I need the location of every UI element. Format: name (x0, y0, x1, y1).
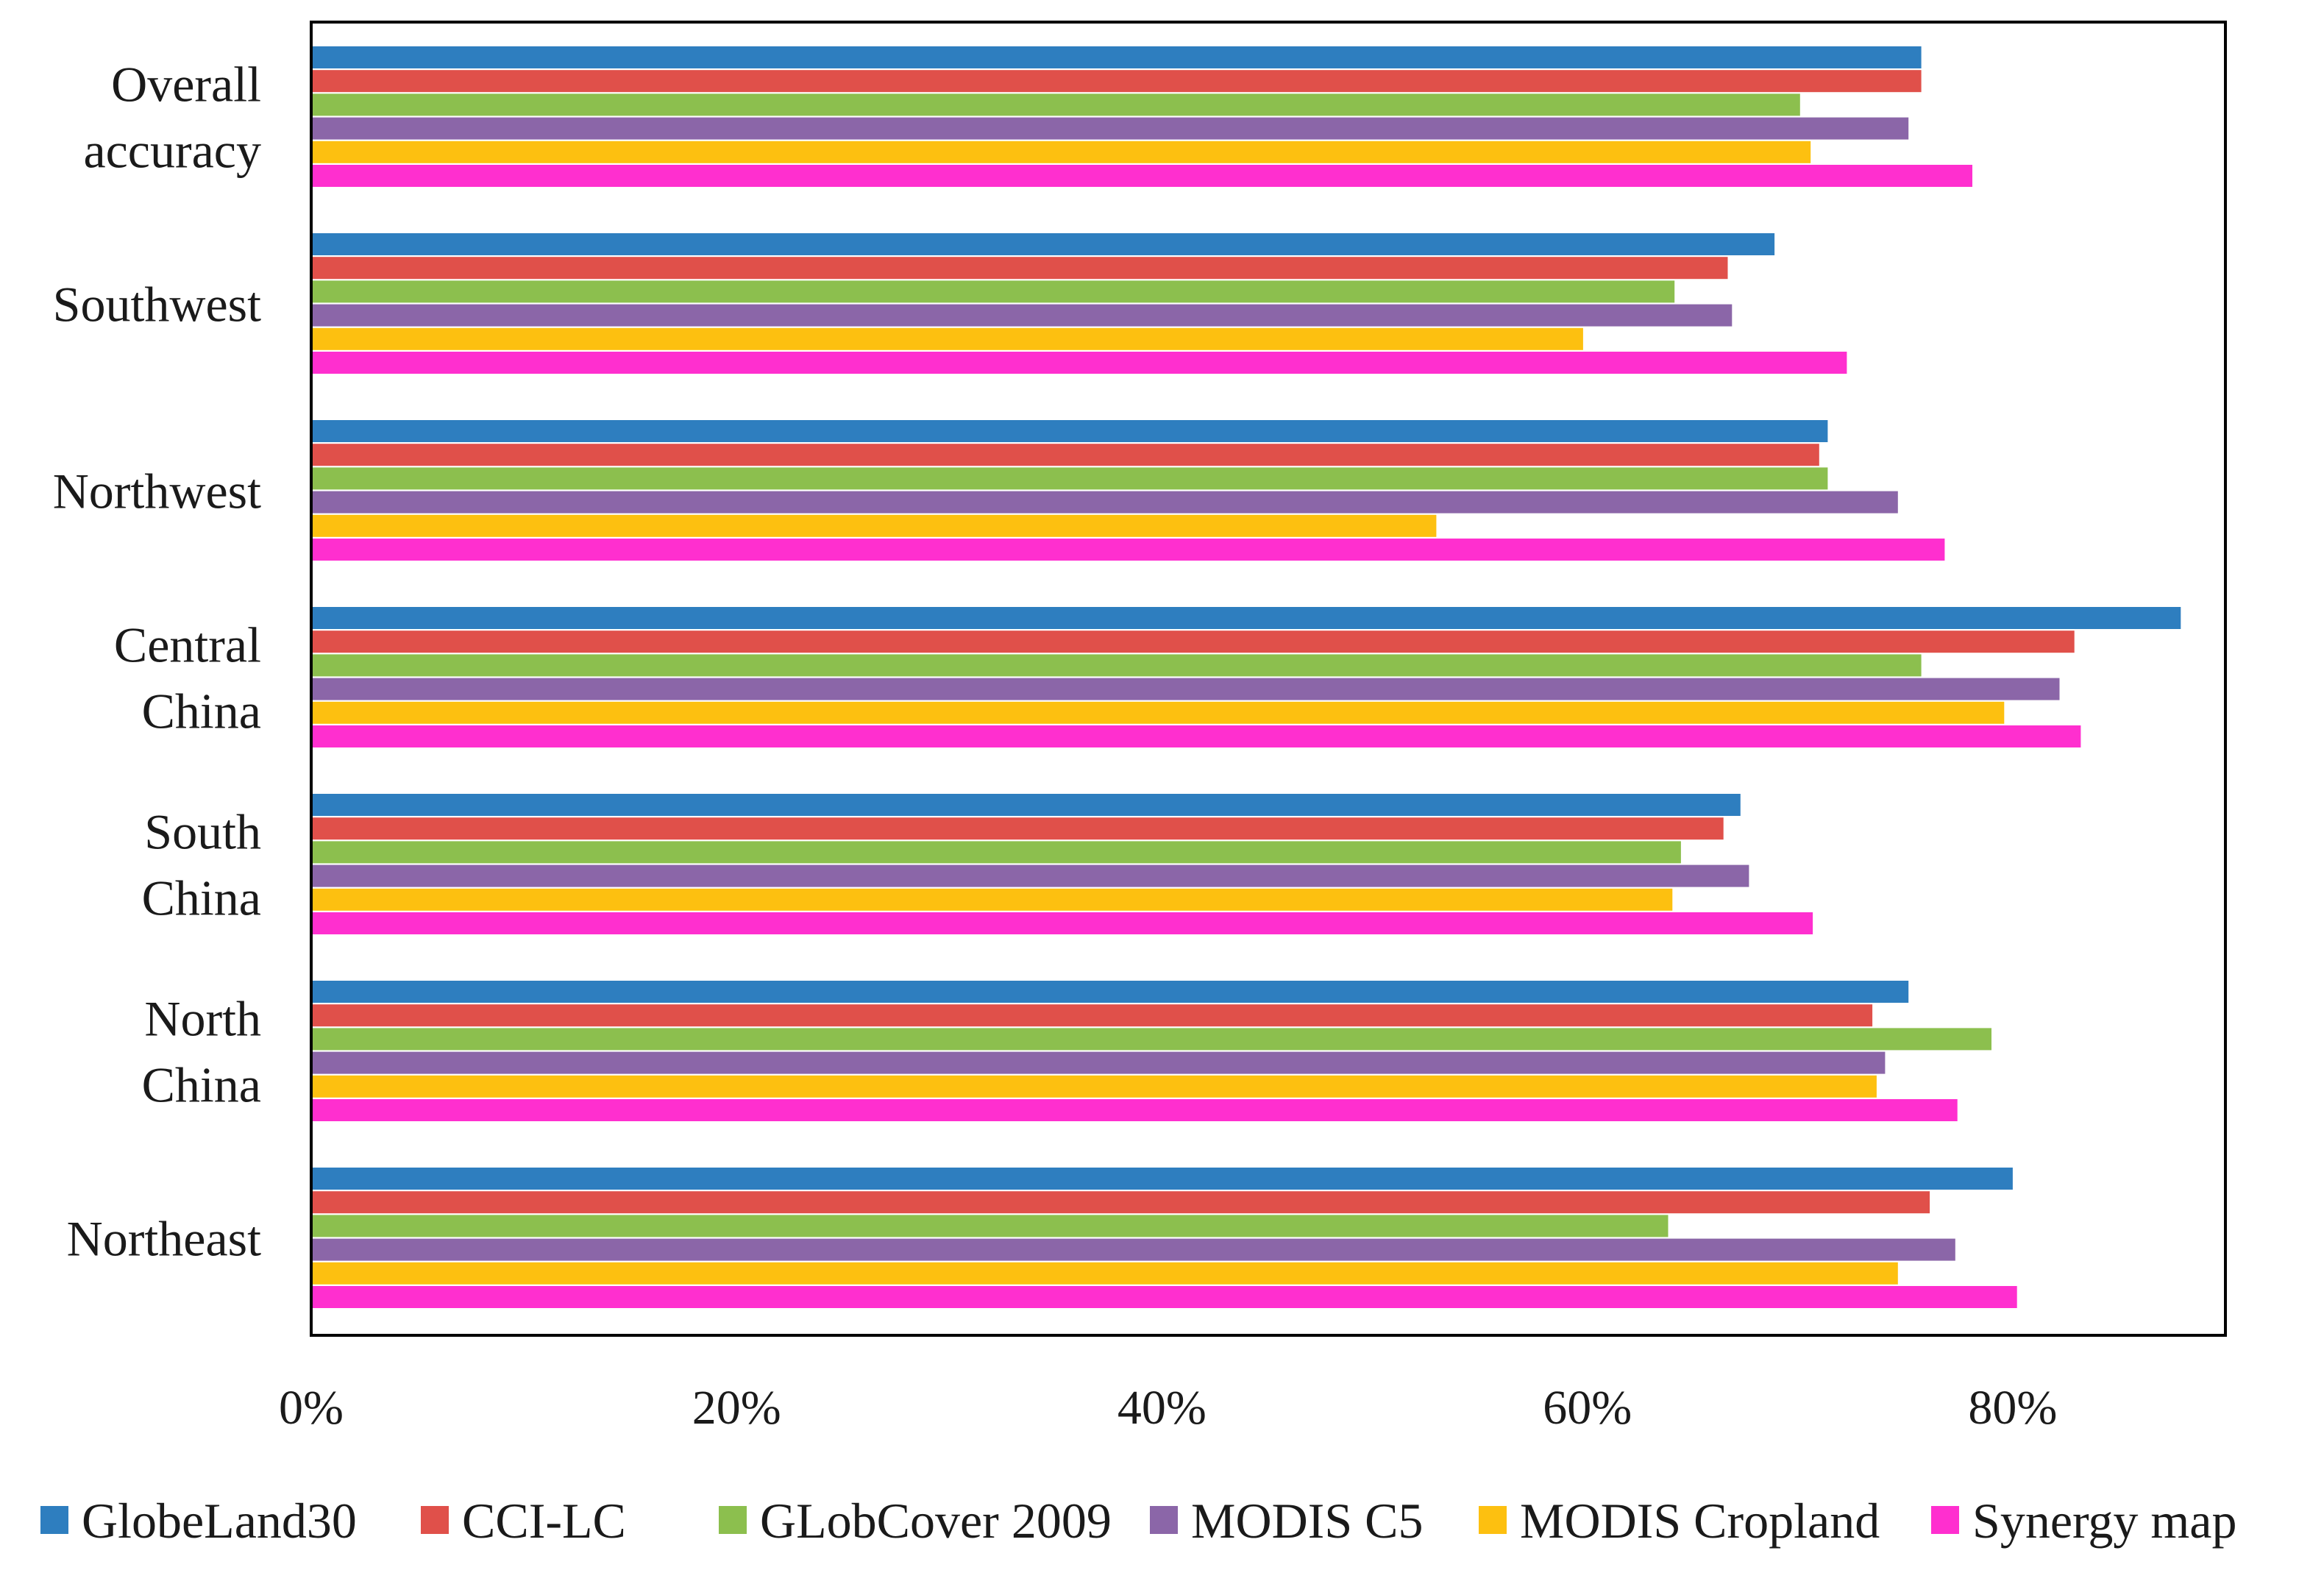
legend-label-cci-lc: CCI-LC (462, 1493, 626, 1549)
x-tick-label-20pct: 20% (692, 1381, 781, 1435)
bar-modis-cropland-southwest (311, 327, 1583, 350)
category-label-overall-accuracy-line-2: accuracy (83, 123, 261, 179)
x-tick-label-60pct: 60% (1543, 1381, 1632, 1435)
bar-synergy-map-northwest (311, 539, 1945, 561)
legend-label-globeland30: GlobeLand30 (82, 1493, 357, 1549)
bar-globcover-2009-northeast (311, 1215, 1669, 1237)
legend-label-modis-cropland: MODIS Cropland (1520, 1493, 1880, 1549)
bar-modis-cropland-south-china (311, 888, 1673, 911)
category-label-overall-accuracy-line-1: Overall (111, 57, 261, 113)
bar-globeland30-northwest (311, 420, 1828, 442)
category-label-northeast: Northeast (67, 1211, 261, 1267)
bar-synergy-map-overall-accuracy (311, 165, 1972, 187)
bar-modis-c5-southwest (311, 304, 1733, 327)
category-labels: Overall accuracy Southwest Northwest Central… (53, 57, 261, 1267)
bar-globcover-2009-north-china (311, 1028, 1991, 1051)
x-tick-label-40pct: 40% (1117, 1381, 1207, 1435)
bar-synergy-map-southwest (311, 352, 1847, 374)
bar-globcover-2009-southwest (311, 280, 1675, 303)
bar-synergy-map-northeast (311, 1286, 2017, 1308)
bar-cci-lc-north-china (311, 1004, 1873, 1027)
bar-cci-lc-northeast (311, 1191, 1930, 1214)
bar-cci-lc-southwest (311, 257, 1728, 280)
legend-swatch-globeland30 (40, 1506, 68, 1534)
bar-modis-cropland-central-china (311, 701, 2005, 724)
bar-cci-lc-central-china (311, 631, 2075, 653)
bar-modis-cropland-overall-accuracy (311, 141, 1811, 163)
bar-modis-c5-overall-accuracy (311, 117, 1909, 140)
category-label-north-china-line-1: North (144, 991, 261, 1047)
category-label-northwest: Northwest (53, 463, 261, 519)
bar-modis-cropland-northwest (311, 514, 1437, 537)
legend-swatch-cci-lc (421, 1506, 449, 1534)
legend-label-modis-c5: MODIS C5 (1191, 1493, 1424, 1549)
category-label-north-china-line-2: China (142, 1057, 261, 1113)
x-axis-ticks: 0% 20% 40% 60% 80% (279, 1381, 2057, 1435)
bar-synergy-map-north-china (311, 1099, 1958, 1121)
category-label-central-china-line-1: Central (114, 617, 261, 673)
bar-modis-c5-northeast (311, 1238, 1955, 1261)
bar-globeland30-central-china (311, 607, 2181, 629)
legend: GlobeLand30 CCI-LC GLobCover 2009 MODIS C5 M… (40, 1493, 2237, 1549)
bars-group (311, 46, 2181, 1308)
x-tick-label-0pct: 0% (279, 1381, 344, 1435)
bar-cci-lc-south-china (311, 817, 1724, 840)
bar-modis-c5-south-china (311, 864, 1749, 887)
legend-label-globcover-2009: GLobCover 2009 (760, 1493, 1112, 1549)
legend-swatch-globcover-2009 (719, 1506, 747, 1534)
bar-globeland30-southwest (311, 233, 1775, 255)
plot-frame (310, 21, 2227, 1337)
bar-modis-c5-central-china (311, 678, 2060, 700)
x-tick-label-80pct: 80% (1968, 1381, 2057, 1435)
legend-swatch-synergy-map (1931, 1506, 1959, 1534)
legend-swatch-modis-cropland (1479, 1506, 1507, 1534)
bar-synergy-map-central-china (311, 725, 2081, 747)
bar-modis-c5-north-china (311, 1051, 1886, 1074)
bar-modis-cropland-north-china (311, 1075, 1877, 1098)
legend-label-synergy-map: Synergy map (1972, 1493, 2237, 1549)
category-label-central-china-line-2: China (142, 683, 261, 739)
legend-swatch-modis-c5 (1150, 1506, 1178, 1534)
bar-globeland30-overall-accuracy (311, 46, 1922, 68)
category-label-south-china-line-1: South (144, 804, 261, 860)
bar-modis-cropland-northeast (311, 1262, 1898, 1285)
bar-synergy-map-south-china (311, 912, 1813, 934)
bar-globcover-2009-overall-accuracy (311, 93, 1800, 116)
bar-globcover-2009-south-china (311, 841, 1681, 864)
bar-cci-lc-northwest (311, 444, 1819, 466)
bar-globcover-2009-central-china (311, 654, 1922, 677)
category-label-south-china-line-2: China (142, 870, 261, 926)
bar-globeland30-north-china (311, 981, 1909, 1003)
bar-globeland30-south-china (311, 794, 1741, 816)
bar-modis-c5-northwest (311, 491, 1898, 514)
bar-cci-lc-overall-accuracy (311, 70, 1922, 93)
bar-globcover-2009-northwest (311, 467, 1828, 490)
category-label-southwest: Southwest (53, 277, 261, 333)
bar-globeland30-northeast (311, 1168, 2013, 1190)
